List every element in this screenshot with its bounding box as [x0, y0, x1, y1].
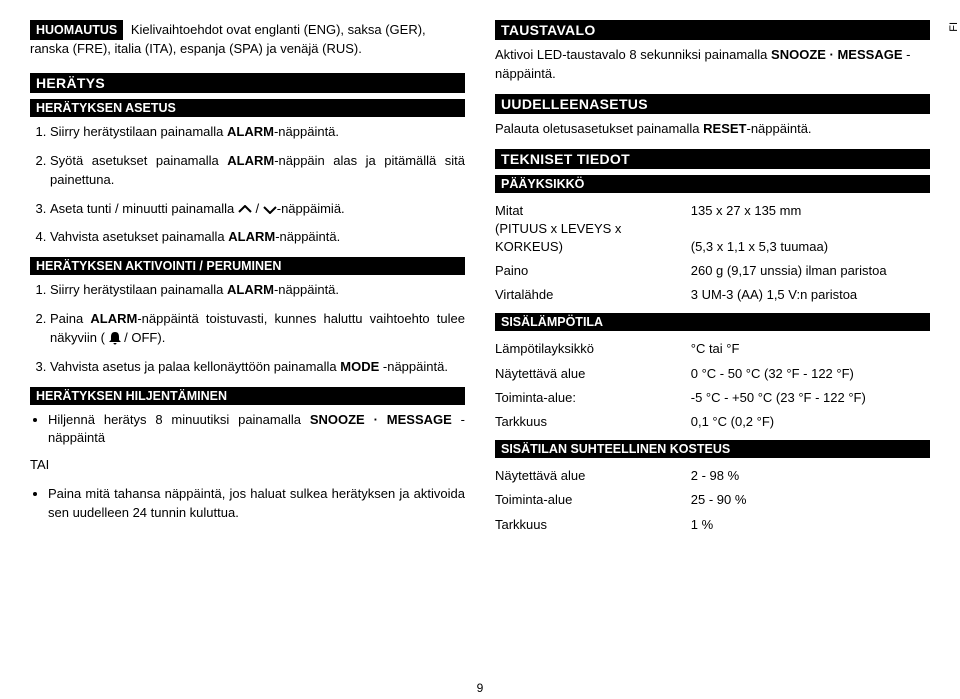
heading-kosteus: SISÄTILAN SUHTEELLINEN KOSTEUS [495, 440, 930, 458]
text: Paina [50, 311, 90, 326]
table-row: Mitat (PITUUS x LEVEYS x KORKEUS)135 x 2… [495, 199, 930, 260]
text-bold: MODE [340, 359, 379, 374]
tai-text: TAI [30, 456, 465, 475]
list-item: Siirry herätystilaan painamalla ALARM-nä… [50, 281, 465, 300]
table-row: Näytettävä alue2 - 98 % [495, 464, 930, 488]
list-item: Siirry herätystilaan painamalla ALARM-nä… [50, 123, 465, 142]
tausta-text: Aktivoi LED-taustavalo 8 sekunniksi pain… [495, 46, 930, 84]
spec-val: 2 - 98 % [691, 464, 930, 488]
page-number: 9 [477, 681, 484, 695]
heading-heratys: HERÄTYS [30, 73, 465, 93]
spec-key: Mitat (PITUUS x LEVEYS x KORKEUS) [495, 199, 691, 260]
text: Siirry herätystilaan painamalla [50, 282, 227, 297]
down-chevron-icon [263, 205, 277, 214]
spec-val: 3 UM-3 (AA) 1,5 V:n paristoa [691, 283, 930, 307]
spec-val: 25 - 90 % [691, 488, 930, 512]
spec-val: 260 g (9,17 unssia) ilman paristoa [691, 259, 930, 283]
text-bold: SNOOZE · MESSAGE [310, 412, 452, 427]
asetus-steps: Siirry herätystilaan painamalla ALARM-nä… [30, 123, 465, 247]
text-bold: ALARM [227, 124, 274, 139]
spec-key: Näytettävä alue [495, 464, 691, 488]
text-bold: ALARM [90, 311, 137, 326]
text-bold: SNOOZE · MESSAGE [771, 47, 902, 62]
text-bold: ALARM [227, 153, 274, 168]
text-bold: ALARM [228, 229, 275, 244]
table-row: Paino260 g (9,17 unssia) ilman paristoa [495, 259, 930, 283]
text: -näppäintä. [746, 121, 811, 136]
spec-sisalampo: Lämpötilayksikkö°C tai °F Näytettävä alu… [495, 337, 930, 434]
spec-val: 1 % [691, 513, 930, 537]
table-row: Toiminta-alue:-5 °C - +50 °C (23 °F - 12… [495, 386, 930, 410]
spec-key: Lämpötilayksikkö [495, 337, 691, 361]
table-row: Lämpötilayksikkö°C tai °F [495, 337, 930, 361]
list-item: Hiljennä herätys 8 minuutiksi painamalla… [48, 411, 465, 449]
text: Siirry herätystilaan painamalla [50, 124, 227, 139]
heading-tekniset: TEKNISET TIEDOT [495, 149, 930, 169]
uudelleen-text: Palauta oletusasetukset painamalla RESET… [495, 120, 930, 139]
text: -näppäintä. [274, 282, 339, 297]
table-row: Virtalähde3 UM-3 (AA) 1,5 V:n paristoa [495, 283, 930, 307]
spec-kosteus: Näytettävä alue2 - 98 % Toiminta-alue25 … [495, 464, 930, 537]
page-content: HUOMAUTUS Kielivaihtoehdot ovat englanti… [30, 20, 930, 541]
left-column: HUOMAUTUS Kielivaihtoehdot ovat englanti… [30, 20, 465, 541]
text-bold: ALARM [227, 282, 274, 297]
text: Vahvista asetukset painamalla [50, 229, 228, 244]
text-bold: RESET [703, 121, 746, 136]
text: Aseta tunti / minuutti painamalla [50, 201, 238, 216]
hilj-list: Hiljennä herätys 8 minuutiksi painamalla… [30, 411, 465, 449]
spec-key: Virtalähde [495, 283, 691, 307]
table-row: Tarkkuus1 % [495, 513, 930, 537]
spec-key: Paino [495, 259, 691, 283]
heading-hiljentaminen: HERÄTYKSEN HILJENTÄMINEN [30, 387, 465, 405]
spec-val: 0,1 °C (0,2 °F) [691, 410, 930, 434]
spec-key: Näytettävä alue [495, 362, 691, 386]
list-item: Vahvista asetus ja palaa kellonäyttöön p… [50, 358, 465, 377]
language-tab: FI [948, 22, 960, 32]
text: -näppäintä. [275, 229, 340, 244]
aktivointi-steps: Siirry herätystilaan painamalla ALARM-nä… [30, 281, 465, 376]
list-item: Paina ALARM-näppäintä toistuvasti, kunne… [50, 310, 465, 348]
bell-icon [109, 331, 121, 345]
spec-val: 135 x 27 x 135 mm (5,3 x 1,1 x 5,3 tuuma… [691, 199, 930, 260]
text: / OFF). [121, 330, 166, 345]
spec-val: -5 °C - +50 °C (23 °F - 122 °F) [691, 386, 930, 410]
text: -näppäintä. [274, 124, 339, 139]
spec-paayksikko: Mitat (PITUUS x LEVEYS x KORKEUS)135 x 2… [495, 199, 930, 308]
text: Aktivoi LED-taustavalo 8 sekunniksi pain… [495, 47, 771, 62]
list-item: Paina mitä tahansa näppäintä, jos haluat… [48, 485, 465, 523]
heading-asetus: HERÄTYKSEN ASETUS [30, 99, 465, 117]
heading-paayksikko: PÄÄYKSIKKÖ [495, 175, 930, 193]
text: -näppäintä. [379, 359, 448, 374]
heading-sisalampo: SISÄLÄMPÖTILA [495, 313, 930, 331]
spec-key: Toiminta-alue [495, 488, 691, 512]
heading-aktivointi: HERÄTYKSEN AKTIVOINTI / PERUMINEN [30, 257, 465, 275]
heading-taustavalo: TAUSTAVALO [495, 20, 930, 40]
table-row: Toiminta-alue25 - 90 % [495, 488, 930, 512]
text: Syötä asetukset painamalla [50, 153, 227, 168]
text: Vahvista asetus ja palaa kellonäyttöön p… [50, 359, 340, 374]
hilj-list-2: Paina mitä tahansa näppäintä, jos haluat… [30, 485, 465, 523]
note-label: HUOMAUTUS [30, 20, 123, 40]
note-row: HUOMAUTUS Kielivaihtoehdot ovat englanti… [30, 20, 465, 59]
up-chevron-icon [238, 205, 252, 214]
list-item: Aseta tunti / minuutti painamalla / -näp… [50, 200, 465, 219]
table-row: Tarkkuus0,1 °C (0,2 °F) [495, 410, 930, 434]
text: Hiljennä herätys 8 minuutiksi painamalla [48, 412, 310, 427]
text: Palauta oletusasetukset painamalla [495, 121, 703, 136]
heading-uudelleen: UUDELLEENASETUS [495, 94, 930, 114]
right-column: TAUSTAVALO Aktivoi LED-taustavalo 8 seku… [495, 20, 930, 541]
spec-key: Toiminta-alue: [495, 386, 691, 410]
text: -näppäimiä. [277, 201, 345, 216]
spec-val: 0 °C - 50 °C (32 °F - 122 °F) [691, 362, 930, 386]
spec-val: °C tai °F [691, 337, 930, 361]
text: / [252, 201, 263, 216]
list-item: Syötä asetukset painamalla ALARM-näppäin… [50, 152, 465, 190]
spec-key: Tarkkuus [495, 513, 691, 537]
table-row: Näytettävä alue0 °C - 50 °C (32 °F - 122… [495, 362, 930, 386]
spec-key: Tarkkuus [495, 410, 691, 434]
list-item: Vahvista asetukset painamalla ALARM-näpp… [50, 228, 465, 247]
